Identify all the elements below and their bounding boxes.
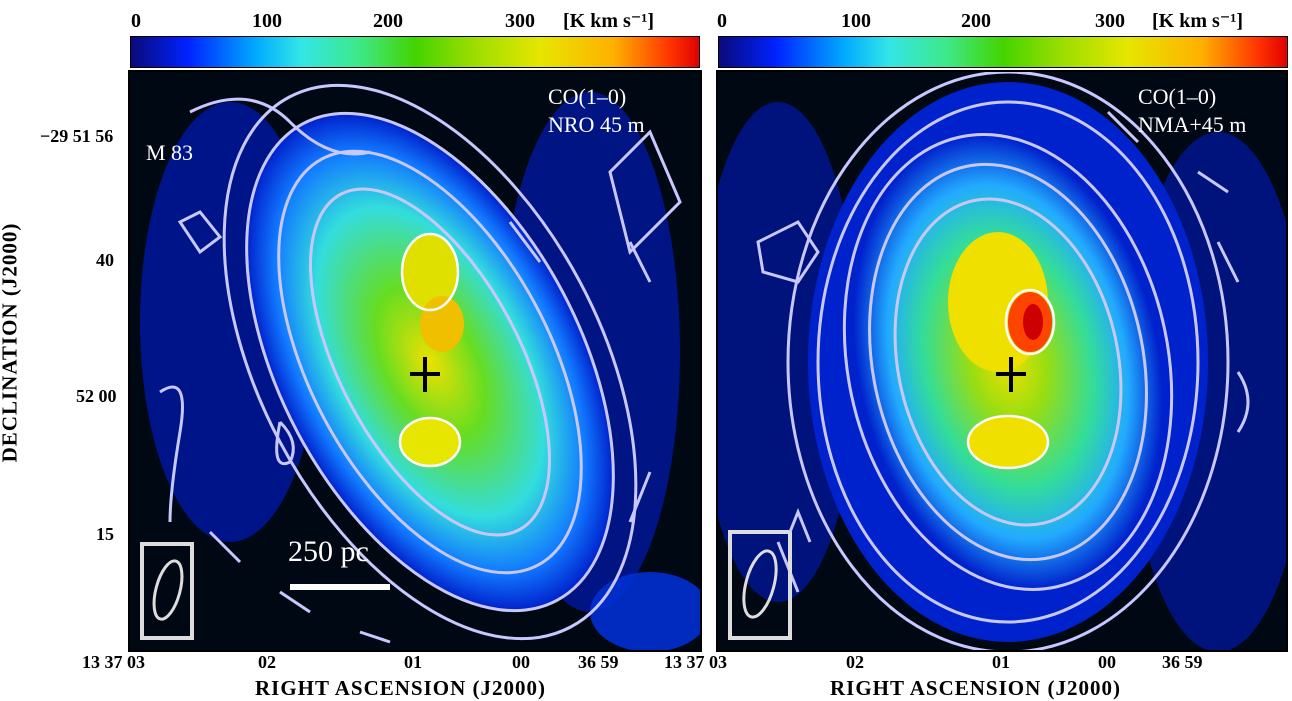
y-tick: 52 00 [76, 386, 117, 406]
x-tick: 00 [1098, 652, 1116, 672]
line-label: CO(1–0) [548, 84, 627, 109]
colorbar-tick: 300 [1095, 10, 1125, 32]
colorbar-unit: [K km s⁻¹] [563, 10, 654, 32]
x-tick: 36 59 [578, 652, 619, 672]
colorbar-tick: 100 [252, 10, 282, 32]
y-tick: 15 [96, 524, 114, 544]
y-tick: −29 51 56 [40, 126, 114, 146]
x-tick: 02 [846, 652, 864, 672]
x-tick: 00 [512, 652, 530, 672]
y-tick: 40 [96, 250, 114, 270]
x-tick: 36 59 [1162, 652, 1203, 672]
x-tick: 01 [992, 652, 1010, 672]
colorbar-tick: 100 [841, 10, 871, 32]
left-map-image [128, 70, 702, 652]
y-axis-label: DECLINATION (J2000) [0, 222, 22, 463]
colorbar-tick: 300 [505, 10, 535, 32]
x-tick: 02 [258, 652, 276, 672]
instrument-label: NRO 45 m [548, 112, 645, 137]
colorbar-tick: 0 [131, 10, 141, 32]
instrument-label: NMA+45 m [1138, 112, 1247, 137]
galaxy-name: M 83 [146, 140, 194, 165]
colorbar-left [130, 36, 700, 68]
colorbar-tick: 200 [961, 10, 991, 32]
colorbar-tick: 200 [373, 10, 403, 32]
colorbar-tick: 0 [717, 10, 727, 32]
colorbar-right [718, 36, 1288, 68]
x-tick: 01 [404, 652, 422, 672]
line-label: CO(1–0) [1138, 84, 1217, 109]
colorbar-unit: [K km s⁻¹] [1152, 10, 1243, 32]
x-tick: 13 37 03 [82, 652, 145, 672]
x-tick: 13 37 03 [664, 652, 727, 672]
x-axis-label: RIGHT ASCENSION (J2000) [255, 676, 546, 700]
x-axis-label: RIGHT ASCENSION (J2000) [830, 676, 1121, 700]
scale-bar-label: 250 pc [288, 535, 369, 568]
right-map-image [716, 70, 1288, 652]
